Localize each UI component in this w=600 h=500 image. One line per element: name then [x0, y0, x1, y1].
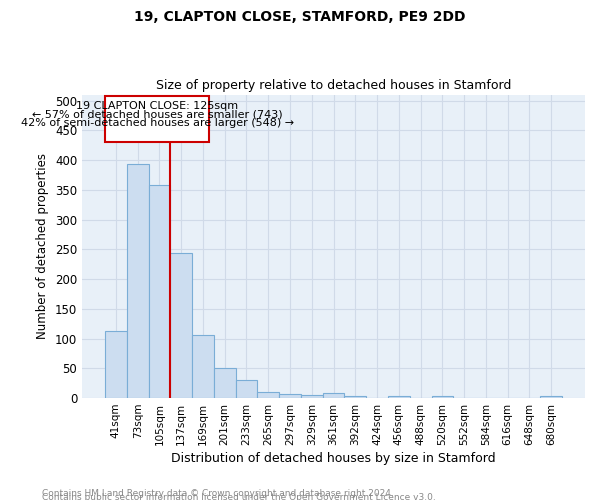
FancyBboxPatch shape	[105, 96, 209, 142]
Bar	[279, 394, 301, 398]
X-axis label: Distribution of detached houses by size in Stamford: Distribution of detached houses by size …	[171, 452, 496, 465]
Bar	[541, 396, 562, 398]
Bar	[105, 331, 127, 398]
Bar	[431, 396, 453, 398]
Bar	[192, 335, 214, 398]
Y-axis label: Number of detached properties: Number of detached properties	[37, 154, 49, 340]
Text: Contains HM Land Registry data © Crown copyright and database right 2024.: Contains HM Land Registry data © Crown c…	[42, 488, 394, 498]
Text: 19 CLAPTON CLOSE: 125sqm: 19 CLAPTON CLOSE: 125sqm	[76, 100, 238, 110]
Bar	[301, 395, 323, 398]
Bar	[127, 164, 149, 398]
Bar	[236, 380, 257, 398]
Bar	[170, 254, 192, 398]
Bar	[344, 396, 366, 398]
Text: Contains public sector information licensed under the Open Government Licence v3: Contains public sector information licen…	[42, 494, 436, 500]
Bar	[323, 394, 344, 398]
Bar	[214, 368, 236, 398]
Text: ← 57% of detached houses are smaller (743): ← 57% of detached houses are smaller (74…	[32, 110, 283, 120]
Bar	[149, 185, 170, 398]
Bar	[257, 392, 279, 398]
Text: 42% of semi-detached houses are larger (548) →: 42% of semi-detached houses are larger (…	[20, 118, 294, 128]
Bar	[388, 396, 410, 398]
Title: Size of property relative to detached houses in Stamford: Size of property relative to detached ho…	[156, 79, 511, 92]
Text: 19, CLAPTON CLOSE, STAMFORD, PE9 2DD: 19, CLAPTON CLOSE, STAMFORD, PE9 2DD	[134, 10, 466, 24]
